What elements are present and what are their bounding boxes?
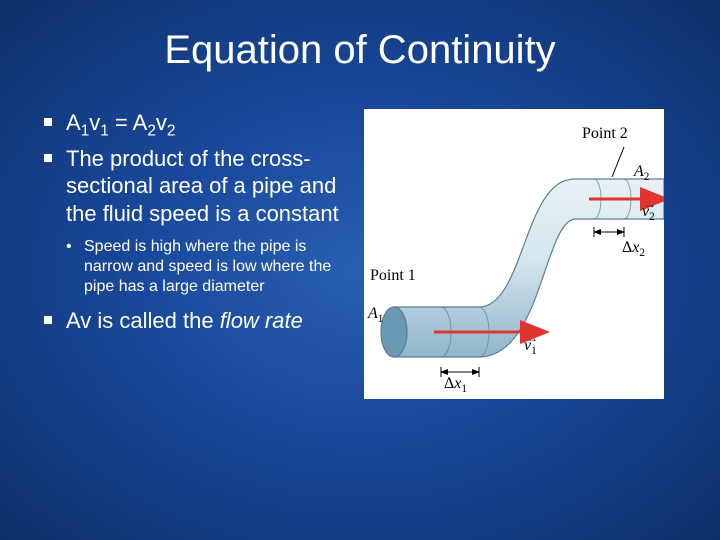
label-dx2: Δx2 xyxy=(622,239,645,259)
slide-title: Equation of Continuity xyxy=(40,28,680,73)
bullet-flowrate: Av is called the flow rate xyxy=(40,307,350,335)
label-dx1: Δx1 xyxy=(444,375,467,395)
subbullet-speed: Speed is high where the pipe is narrow a… xyxy=(66,237,350,297)
label-a1: A1 xyxy=(368,305,383,325)
label-a2: A2 xyxy=(634,163,649,183)
label-point1: Point 1 xyxy=(370,267,416,285)
label-v1: →v1 xyxy=(524,337,537,357)
label-v2: →v2 xyxy=(642,203,655,223)
text-column: A1v1 = A2v2 The product of the cross-sec… xyxy=(40,109,350,399)
bullet-equation: A1v1 = A2v2 xyxy=(40,109,350,141)
bullet-product: The product of the cross-sectional area … xyxy=(40,145,350,228)
label-point2: Point 2 xyxy=(582,125,628,143)
pipe-figure: Point 2 A2 →v2 Δx2 Point 1 A1 →v1 Δx1 xyxy=(364,109,664,399)
